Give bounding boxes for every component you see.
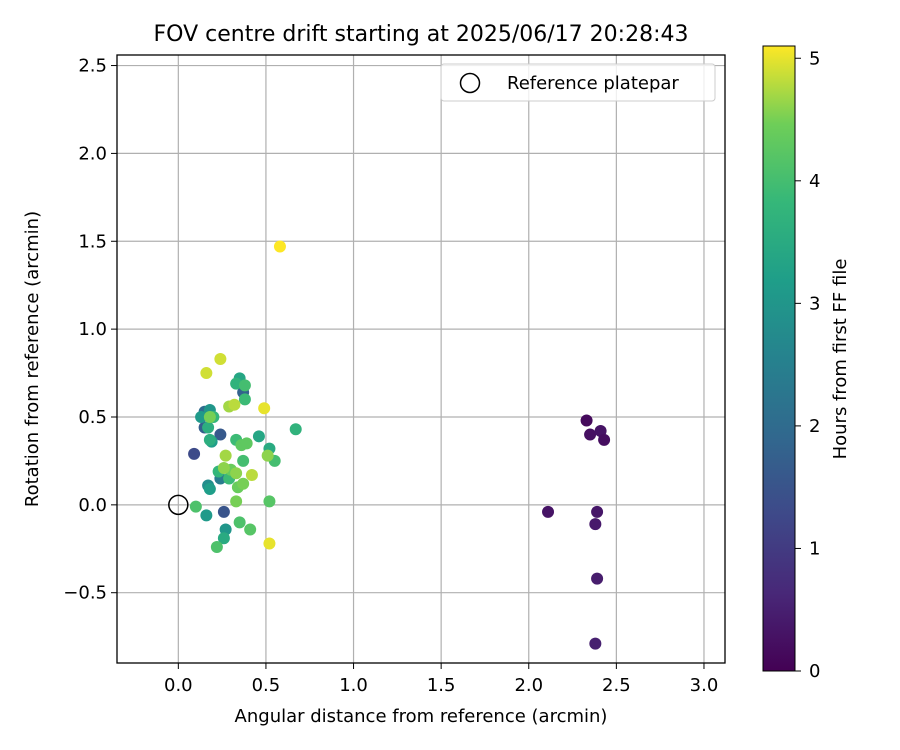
colorbar-label: Hours from first FF file	[830, 259, 851, 460]
x-axis-ticks: 0.0 0.5 1.0 1.5 2.0 2.5 3.0	[164, 663, 718, 696]
reference-marker-layer	[168, 494, 189, 516]
colorbar-tick-label: 1	[809, 538, 820, 559]
x-tick-label: 0.0	[164, 675, 193, 696]
data-point	[203, 433, 216, 446]
y-axis-ticks: −0.5 0.0 0.5 1.0 1.5 2.0 2.5	[63, 56, 117, 604]
x-tick-label: 0.5	[252, 675, 281, 696]
y-tick-label: 1.5	[78, 231, 107, 252]
data-point	[245, 468, 258, 481]
data-point	[263, 495, 276, 508]
grid-lines	[117, 55, 725, 663]
data-point	[230, 495, 243, 508]
legend: Reference platepar	[440, 63, 716, 102]
data-point	[238, 393, 251, 406]
data-point	[203, 410, 216, 423]
data-point	[214, 353, 227, 365]
y-axis-label: Rotation from reference (arcmin)	[22, 211, 43, 507]
colorbar-tick-label: 2	[809, 416, 820, 437]
data-point	[237, 454, 250, 467]
data-point	[263, 537, 276, 550]
x-tick-label: 2.5	[602, 675, 631, 696]
data-point	[237, 477, 250, 490]
data-point	[189, 500, 202, 513]
colorbar-tick-label: 5	[809, 48, 820, 69]
colorbar-tick-label: 0	[809, 661, 820, 682]
data-point	[273, 240, 286, 253]
chart-title: FOV centre drift starting at 2025/06/17 …	[154, 22, 689, 47]
data-point	[195, 410, 208, 423]
y-tick-label: 0.5	[78, 407, 107, 428]
x-tick-label: 1.0	[339, 675, 368, 696]
colorbar-ticks: 0 1 2 3 4 5	[795, 48, 820, 682]
data-point	[584, 428, 597, 441]
colorbar-tick-label: 3	[809, 293, 820, 314]
colorbar: 0 1 2 3 4 5 Hours from first FF file	[762, 45, 851, 682]
reference-platepar-marker	[168, 494, 189, 516]
y-tick-label: 1.0	[78, 319, 107, 340]
data-point	[542, 505, 555, 518]
legend-label: Reference platepar	[507, 73, 679, 94]
colorbar-tick-label: 4	[809, 171, 820, 192]
data-point	[591, 572, 604, 585]
legend-reference-marker	[459, 72, 481, 94]
legend-box	[440, 63, 716, 102]
data-point	[244, 523, 257, 536]
data-point	[217, 532, 230, 545]
x-tick-label: 1.5	[427, 675, 456, 696]
data-point	[238, 379, 251, 392]
data-point	[217, 461, 230, 474]
data-points	[188, 240, 611, 650]
data-point	[228, 398, 241, 411]
data-point	[258, 402, 271, 415]
y-tick-label: −0.5	[63, 583, 107, 604]
x-tick-label: 3.0	[690, 675, 719, 696]
data-point	[589, 637, 602, 650]
y-tick-label: 0.0	[78, 495, 107, 516]
y-tick-label: 2.0	[78, 143, 107, 164]
data-point	[580, 414, 593, 427]
data-point	[252, 430, 265, 443]
x-axis-label: Angular distance from reference (arcmin)	[235, 706, 608, 727]
colorbar-gradient	[762, 45, 796, 672]
plot-frame	[116, 54, 726, 664]
x-tick-label: 2.0	[514, 675, 543, 696]
data-point	[261, 449, 274, 462]
data-point	[188, 447, 201, 460]
data-point	[200, 367, 213, 380]
data-point	[202, 421, 215, 434]
data-point	[240, 437, 253, 450]
data-point	[289, 423, 302, 436]
data-point	[217, 505, 230, 518]
data-point	[210, 541, 223, 554]
data-point	[591, 505, 604, 518]
data-point	[200, 509, 213, 522]
data-point	[219, 449, 232, 462]
data-point	[233, 516, 246, 529]
data-point	[589, 518, 602, 531]
data-point	[214, 428, 227, 441]
data-point	[230, 467, 243, 480]
data-point	[598, 433, 611, 446]
data-point	[203, 483, 216, 496]
y-tick-label: 2.5	[78, 56, 107, 77]
